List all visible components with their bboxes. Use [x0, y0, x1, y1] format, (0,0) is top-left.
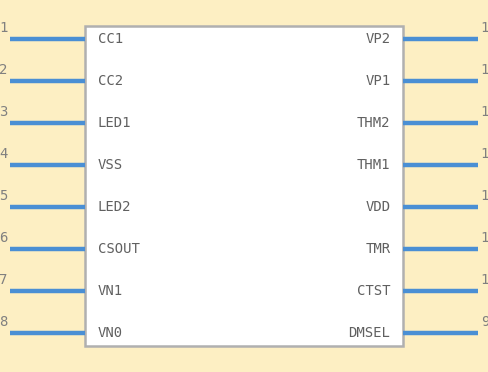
Text: 6: 6 [0, 231, 7, 245]
Text: 14: 14 [481, 105, 488, 119]
Text: VN1: VN1 [98, 284, 122, 298]
Text: 8: 8 [0, 315, 7, 329]
Text: 7: 7 [0, 273, 7, 287]
Text: 1: 1 [0, 21, 7, 35]
Text: LED2: LED2 [98, 200, 131, 214]
Text: 2: 2 [0, 63, 7, 77]
Text: VN0: VN0 [98, 326, 122, 340]
Text: CC2: CC2 [98, 74, 122, 88]
Text: TMR: TMR [366, 242, 390, 256]
Text: VSS: VSS [98, 158, 122, 172]
Text: 13: 13 [481, 147, 488, 161]
Text: 4: 4 [0, 147, 7, 161]
Text: 11: 11 [481, 231, 488, 245]
Text: VP2: VP2 [366, 32, 390, 46]
Text: CTST: CTST [357, 284, 390, 298]
Text: THM1: THM1 [357, 158, 390, 172]
Text: 12: 12 [481, 189, 488, 203]
Text: 15: 15 [481, 63, 488, 77]
Text: 3: 3 [0, 105, 7, 119]
Text: 10: 10 [481, 273, 488, 287]
Text: VP1: VP1 [366, 74, 390, 88]
Text: 9: 9 [481, 315, 488, 329]
Text: LED1: LED1 [98, 116, 131, 130]
Text: CSOUT: CSOUT [98, 242, 140, 256]
Text: 5: 5 [0, 189, 7, 203]
Text: THM2: THM2 [357, 116, 390, 130]
Bar [85, 26, 403, 346]
Text: DMSEL: DMSEL [348, 326, 390, 340]
Text: 16: 16 [481, 21, 488, 35]
Text: CC1: CC1 [98, 32, 122, 46]
Text: VDD: VDD [366, 200, 390, 214]
